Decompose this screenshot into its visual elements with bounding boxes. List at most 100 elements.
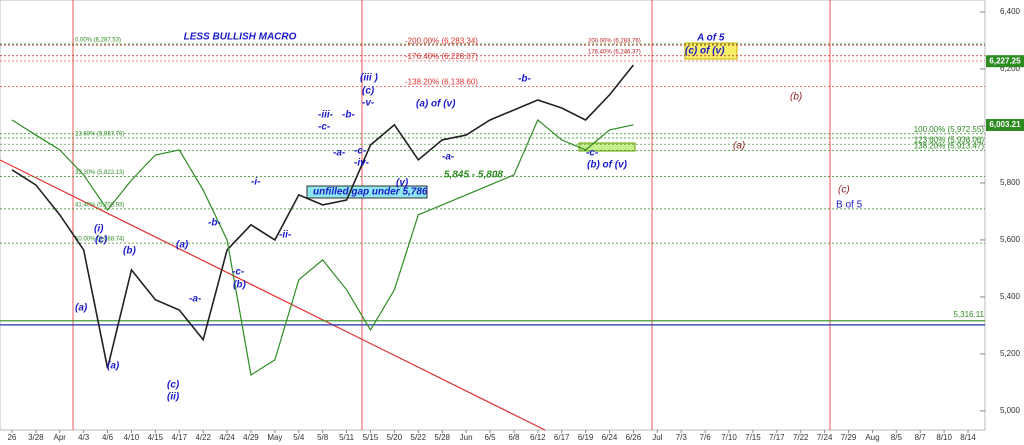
fib-label: 0.00% (6,287.53) <box>75 38 121 44</box>
x-tick-label: 4/6 <box>102 433 114 442</box>
y-tick-label: 5,000 <box>1000 406 1021 415</box>
price-tag <box>986 119 1024 132</box>
x-tick-label: 5/11 <box>339 433 355 442</box>
target-box <box>684 42 738 60</box>
x-tick-label: 8/14 <box>960 433 976 442</box>
fib-label: 100.00% (5,972.55) <box>914 125 985 134</box>
wave-label: (v) <box>396 178 409 189</box>
x-tick-label: 5/22 <box>411 433 427 442</box>
y-tick-label: 5,200 <box>1000 349 1021 358</box>
x-tick-label: Aug <box>865 433 879 442</box>
wave-label: B of 5 <box>836 200 863 211</box>
x-tick-label: 5/15 <box>363 433 379 442</box>
price-tag-label: 6,227.25 <box>989 56 1021 65</box>
wave-label: (b) <box>790 92 802 103</box>
fib-label: 123.60% (5,936.06) <box>914 135 985 144</box>
x-tick-label: 7/6 <box>700 433 712 442</box>
fib-label: 200.00% (6,283.76) <box>588 39 641 45</box>
wave-label: (c) <box>838 185 850 196</box>
x-tick-label: 4/22 <box>195 433 211 442</box>
x-tick-label: 6/8 <box>508 433 520 442</box>
note: 5,845 - 5,808 <box>444 170 503 181</box>
x-tick-label: 4/29 <box>243 433 259 442</box>
x-tick-label: 4/17 <box>171 433 187 442</box>
price-tag-label: 6,003.21 <box>989 120 1021 129</box>
wave-label: (c) <box>362 86 375 97</box>
wave-label: -b- <box>208 218 221 229</box>
wave-labels: A of 5 (c) of (v) (b) (a) (c) B of 5 (ii… <box>75 33 863 403</box>
wave-label: -a- <box>442 152 455 163</box>
x-tick-label: 7/29 <box>841 433 857 442</box>
x-tick-label: 6/24 <box>602 433 618 442</box>
x-tick-label: 7/15 <box>745 433 761 442</box>
x-tick-label: 3/28 <box>28 433 44 442</box>
fib-label: 176.40% (6,246.37) <box>588 49 641 55</box>
wave-label: -a- <box>333 148 346 159</box>
x-tick-label: 5/20 <box>387 433 403 442</box>
wave-label: -a- <box>189 294 202 305</box>
y-tick-label: 6,200 <box>1000 64 1021 73</box>
y-tick-label: 5,400 <box>1000 292 1021 301</box>
wave-label: -c- <box>354 146 367 157</box>
x-tick-label: 4/15 <box>148 433 164 442</box>
note: unfilled gap under 5,786 <box>313 187 428 198</box>
fib-label: 23.60% (5,957.70) <box>75 132 124 138</box>
x-tick-label: Jul <box>652 433 662 442</box>
wave-label: (a) <box>75 303 88 314</box>
wave-label: (c) <box>167 380 180 391</box>
wave-label: -iv- <box>354 158 370 169</box>
wave-label: -v- <box>362 98 375 109</box>
plot-area <box>0 0 986 431</box>
x-tick-label: 8/7 <box>915 433 927 442</box>
wave-label: (a) of (v) <box>416 99 456 110</box>
wave-label: -b- <box>518 74 531 85</box>
wave-label: A of 5 <box>696 33 725 44</box>
y-tick-label: 5,800 <box>1000 178 1021 187</box>
gap-box <box>306 185 428 199</box>
wave-label: (c) of (v) <box>685 46 725 57</box>
y-tick-label: 5,600 <box>1000 235 1021 244</box>
series-line <box>11 64 635 369</box>
y-tick-label: 6,400 <box>1000 7 1021 16</box>
wave-label: -iii- <box>318 110 334 121</box>
fib-label: 41.40% (5,708.93) <box>75 202 124 208</box>
x-tick-label: Apr <box>54 433 67 442</box>
x-tick-label: 8/10 <box>936 433 952 442</box>
fib-label: 33.30% (5,822.13) <box>75 170 124 176</box>
x-tick-label: 4/24 <box>219 433 235 442</box>
wave-label: (b) <box>233 280 246 291</box>
chart-title: LESS BULLISH MACRO <box>184 32 297 43</box>
x-tick-label: 26 <box>7 433 16 442</box>
x-tick-label: 7/22 <box>793 433 809 442</box>
wave-label: -i- <box>251 177 261 188</box>
wave-label: (b) of (v) <box>587 160 628 171</box>
wave-label: (i) <box>94 224 104 235</box>
wave-label: (a) <box>733 141 745 152</box>
wave-label: -ii- <box>279 230 292 241</box>
x-tick-label: 6/19 <box>578 433 594 442</box>
h-line-label: 5,316.11 <box>953 310 984 319</box>
fib-label: -138.20% (6,138.60) <box>405 78 478 87</box>
wave-label: -b- <box>342 110 355 121</box>
series-line <box>11 118 634 376</box>
fib-label: -176.40% (6,228.07) <box>405 52 478 61</box>
fib-label: 50.00% (5,588.74) <box>75 237 124 243</box>
wave-label: (a) <box>176 240 189 251</box>
wave-label: (a) <box>107 361 120 372</box>
wave-label: -c- <box>318 122 331 133</box>
fib-label: 138.20% (5,913.47) <box>914 142 985 151</box>
x-tick-label: May <box>267 433 282 442</box>
x-tick-label: 6/12 <box>530 433 546 442</box>
x-tick-label: 5/8 <box>317 433 329 442</box>
x-tick-label: 5/28 <box>434 433 450 442</box>
x-tick-label: 5/4 <box>293 433 305 442</box>
x-tick-label: 4/10 <box>124 433 140 442</box>
wave-label: -c- <box>586 148 599 159</box>
wave-label: (c) <box>95 235 108 246</box>
trend-line <box>0 159 546 431</box>
x-tick-label: 6/26 <box>626 433 642 442</box>
x-tick-label: 4/3 <box>78 433 90 442</box>
x-tick-label: 8/5 <box>891 433 903 442</box>
